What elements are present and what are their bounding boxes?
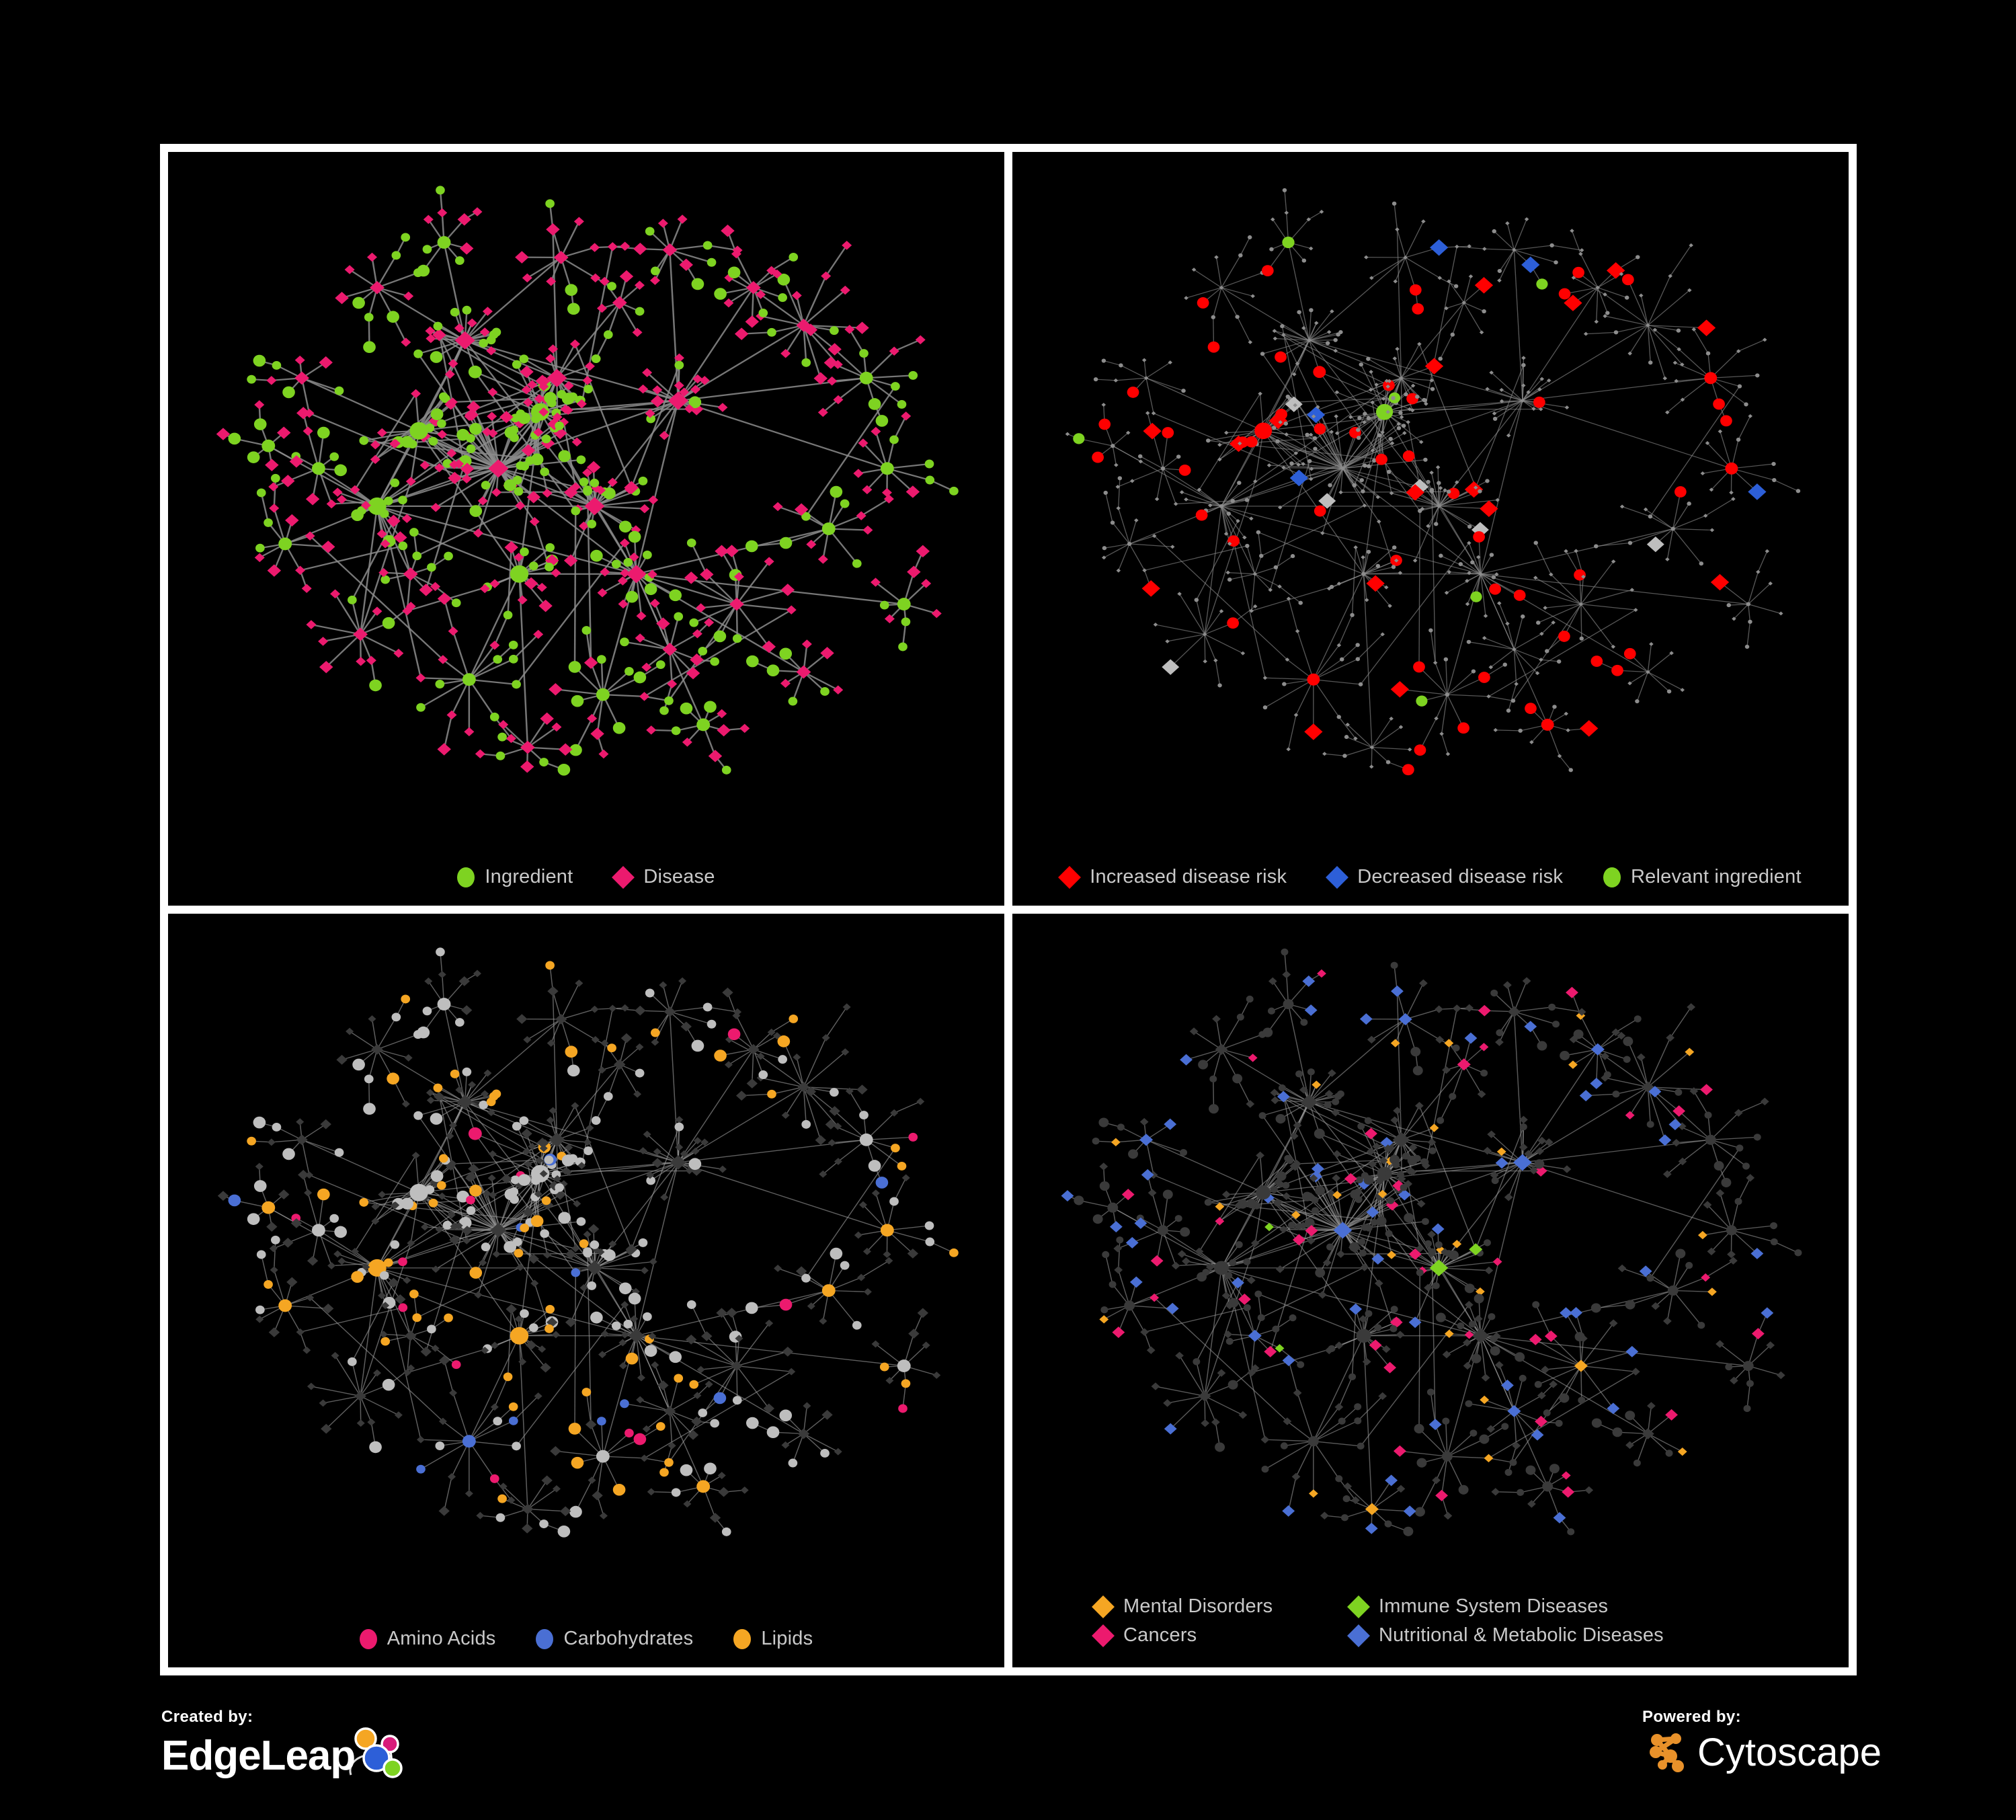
legend-disease-class: Mental Disorders Immune System Diseases …	[1012, 1592, 1765, 1650]
legend-disease-risk: Increased disease risk Decreased disease…	[1012, 865, 1849, 889]
legend-item-immune-system-diseases[interactable]: Immune System Diseases	[1347, 1595, 1608, 1618]
legend-item-carbohydrates[interactable]: Carbohydrates	[536, 1628, 693, 1650]
powered-by-cytoscape[interactable]: Powered by:	[1642, 1708, 1882, 1778]
legend-label: Ingredient	[485, 866, 573, 887]
carbohydrates-marker-icon	[536, 1628, 554, 1649]
edgeleap-logo-row: EdgeLeap	[161, 1727, 407, 1785]
increased-risk-marker-icon	[1058, 865, 1082, 889]
amino-acids-marker-icon	[359, 1628, 377, 1649]
network-graph-disease-class[interactable]	[1012, 914, 1849, 1667]
legend-item-lipids[interactable]: Lipids	[733, 1628, 813, 1650]
network-graph-ingredient-disease[interactable]	[168, 152, 1004, 906]
powered-by-label: Powered by:	[1642, 1708, 1742, 1726]
legend-label: Disease	[643, 866, 715, 887]
legend-item-cancers[interactable]: Cancers	[1092, 1624, 1348, 1647]
legend-label: Carbohydrates	[563, 1628, 694, 1649]
legend-label: Mental Disorders	[1123, 1595, 1273, 1617]
legend-label: Immune System Diseases	[1379, 1595, 1609, 1617]
ingredient-marker-icon	[457, 867, 475, 887]
legend-item-relevant-ingredient[interactable]: Relevant ingredient	[1603, 866, 1802, 888]
relevant-ingredient-marker-icon	[1603, 867, 1621, 887]
legend-label: Decreased disease risk	[1357, 866, 1564, 887]
legend-label: Relevant ingredient	[1631, 866, 1802, 887]
legend-item-decreased-risk[interactable]: Decreased disease risk	[1326, 865, 1564, 889]
legend-label: Increased disease risk	[1090, 866, 1287, 887]
legend-label: Cancers	[1123, 1624, 1197, 1646]
cancers-marker-icon	[1092, 1624, 1115, 1647]
legend-ingredient-disease: Ingredient Disease	[168, 865, 1004, 889]
network-graph-ingredient-class[interactable]	[168, 914, 1004, 1667]
legend-label: Amino Acids	[387, 1628, 496, 1649]
legend-label: Nutritional & Metabolic Diseases	[1379, 1624, 1664, 1646]
legend-item-mental-disorders[interactable]: Mental Disorders	[1092, 1595, 1348, 1618]
panel-disease-class[interactable]: Mental Disorders Immune System Diseases …	[1012, 914, 1849, 1667]
legend-item-increased-risk[interactable]: Increased disease risk	[1058, 865, 1287, 889]
network-panel-grid: Ingredient Disease Increased disease ris…	[160, 144, 1857, 1675]
created-by-label: Created by:	[161, 1708, 253, 1726]
panel-ingredient-class[interactable]: Amino Acids Carbohydrates Lipids	[168, 914, 1004, 1667]
edgeleap-wordmark: EdgeLeap	[161, 1732, 356, 1779]
lipids-marker-icon	[733, 1628, 752, 1649]
disease-marker-icon	[612, 865, 635, 889]
cytoscape-logo-row: Cytoscape	[1642, 1727, 1882, 1778]
nutritional-metabolic-marker-icon	[1347, 1624, 1370, 1647]
legend-item-ingredient[interactable]: Ingredient	[457, 866, 573, 888]
edgeleap-network-icon	[346, 1727, 407, 1785]
network-graph-disease-risk[interactable]	[1012, 152, 1849, 906]
legend-item-disease[interactable]: Disease	[612, 865, 715, 889]
cytoscape-icon	[1642, 1727, 1691, 1778]
panel-disease-risk[interactable]: Increased disease risk Decreased disease…	[1012, 152, 1849, 906]
cytoscape-wordmark: Cytoscape	[1697, 1730, 1882, 1774]
decreased-risk-marker-icon	[1326, 865, 1349, 889]
legend-item-amino-acids[interactable]: Amino Acids	[359, 1628, 496, 1650]
panel-ingredient-disease[interactable]: Ingredient Disease	[168, 152, 1004, 906]
legend-item-nutritional-metabolic-diseases[interactable]: Nutritional & Metabolic Diseases	[1347, 1624, 1664, 1647]
created-by-edgeleap[interactable]: Created by: EdgeLeap	[161, 1708, 407, 1785]
immune-system-marker-icon	[1347, 1595, 1370, 1618]
legend-ingredient-class: Amino Acids Carbohydrates Lipids	[168, 1628, 1004, 1650]
legend-label: Lipids	[761, 1628, 813, 1649]
mental-disorders-marker-icon	[1092, 1595, 1115, 1618]
